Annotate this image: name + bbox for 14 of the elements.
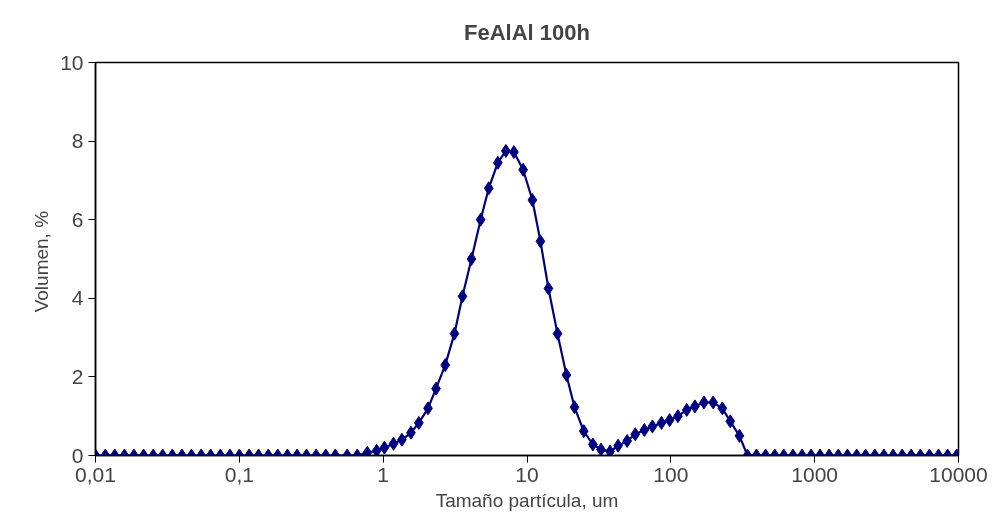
y-tick-label: 6 bbox=[71, 207, 84, 231]
x-tick-label: 0,1 bbox=[224, 462, 254, 486]
x-tick-label: 1 bbox=[377, 462, 390, 486]
x-tick-label: 100 bbox=[653, 462, 689, 486]
x-tick-label: 10000 bbox=[929, 462, 988, 486]
x-tick-label: 1000 bbox=[791, 462, 839, 486]
y-axis-title: Volumen, % bbox=[31, 210, 53, 313]
x-tick-label: 10 bbox=[515, 462, 539, 486]
chart-title: FeAlAl 100h bbox=[464, 20, 590, 45]
y-tick-label: 2 bbox=[71, 364, 84, 388]
y-tick-label: 8 bbox=[71, 129, 84, 153]
y-tick-label: 4 bbox=[71, 286, 84, 310]
x-axis-title: Tamaño partícula, um bbox=[435, 489, 619, 511]
y-tick-label: 10 bbox=[60, 50, 84, 74]
